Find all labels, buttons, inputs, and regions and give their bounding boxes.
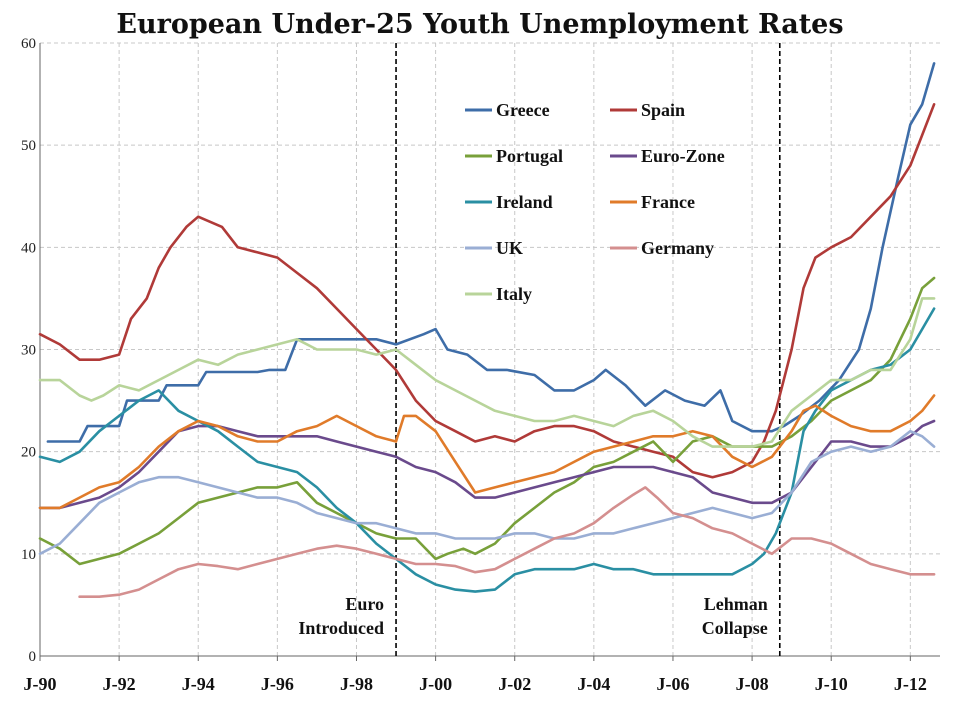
series-line-italy [38, 297, 936, 448]
legend-label-france: France [641, 192, 695, 212]
x-tick-label: J-94 [182, 674, 215, 694]
event-label: Collapse [702, 618, 768, 638]
legend-label-portugal: Portugal [496, 146, 563, 166]
legend-label-spain: Spain [641, 100, 685, 120]
y-tick-label: 50 [21, 138, 36, 154]
series-line-ireland [38, 307, 936, 593]
series-line-france [38, 394, 936, 510]
x-tick-label: J-06 [656, 674, 689, 694]
event-label: Introduced [298, 618, 384, 638]
x-tick-label: J-10 [815, 674, 848, 694]
axes: 0 10 20 30 40 50 60 J-90 J-92 J-94 J-96 J-98 J-00 J-0… [21, 36, 940, 694]
x-tick-label: J-02 [498, 674, 531, 694]
series-line-portugal [38, 276, 936, 566]
y-tick-label: 30 [21, 343, 36, 359]
event-label: Euro [345, 594, 384, 614]
x-tick-label: J-08 [736, 674, 769, 694]
y-tick-label: 60 [21, 36, 36, 52]
legend: Greece Spain Portugal Euro-Zone Ireland Franc… [465, 100, 725, 304]
legend-label-italy: Italy [496, 284, 532, 304]
legend-label-euro-zone: Euro-Zone [641, 146, 725, 166]
x-tick-label: J-92 [103, 674, 136, 694]
series-line-greece [46, 62, 936, 443]
y-tick-label: 10 [21, 547, 36, 563]
legend-label-ireland: Ireland [496, 192, 553, 212]
x-tick-label: J-90 [24, 674, 57, 694]
x-tick-label: J-12 [894, 674, 927, 694]
x-tick-label: J-98 [340, 674, 373, 694]
x-tick-label: J-04 [577, 674, 610, 694]
x-tick-label: J-96 [261, 674, 294, 694]
series [38, 62, 936, 598]
event-label: Lehman [704, 594, 768, 614]
series-line-germany [78, 486, 936, 598]
x-tick-label: J-00 [419, 674, 452, 694]
series-line-uk [38, 429, 936, 556]
legend-label-germany: Germany [641, 238, 714, 258]
y-tick-label: 0 [29, 649, 37, 665]
chart-title: European Under-25 Youth Unemployment Rat… [116, 9, 843, 40]
legend-label-uk: UK [496, 238, 523, 258]
series-line-spain [38, 103, 936, 479]
legend-label-greece: Greece [496, 100, 550, 120]
y-tick-label: 40 [21, 240, 36, 256]
y-tick-label: 20 [21, 445, 36, 461]
grid [40, 42, 940, 656]
